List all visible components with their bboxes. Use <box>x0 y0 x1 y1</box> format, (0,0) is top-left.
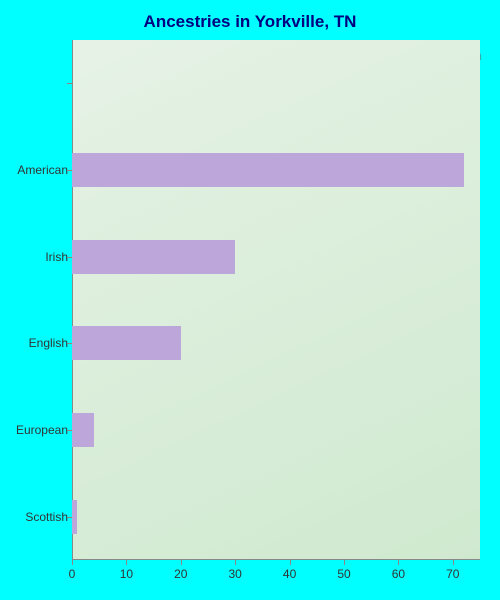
page-background: Ancestries in Yorkville, TN City-Data.co… <box>0 0 500 600</box>
y-axis-label: European <box>8 413 68 447</box>
y-axis-label: Scottish <box>8 500 68 534</box>
y-axis-label: English <box>8 326 68 360</box>
x-axis-label: 40 <box>278 567 302 581</box>
x-axis-label: 60 <box>386 567 410 581</box>
x-tick <box>398 560 399 565</box>
x-axis-label: 50 <box>332 567 356 581</box>
x-tick <box>181 560 182 565</box>
bar <box>72 240 235 274</box>
x-tick <box>453 560 454 565</box>
x-tick <box>235 560 236 565</box>
y-axis-label: Irish <box>8 240 68 274</box>
x-tick <box>344 560 345 565</box>
x-tick <box>72 560 73 565</box>
x-tick <box>126 560 127 565</box>
x-axis-label: 70 <box>441 567 465 581</box>
bar <box>72 413 94 447</box>
x-axis-label: 10 <box>114 567 138 581</box>
bar <box>72 153 464 187</box>
y-tick <box>67 83 72 84</box>
x-axis-label: 20 <box>169 567 193 581</box>
x-axis-label: 30 <box>223 567 247 581</box>
chart-plot-area <box>72 40 480 560</box>
chart-title: Ancestries in Yorkville, TN <box>0 12 500 32</box>
x-tick <box>290 560 291 565</box>
y-axis-label: American <box>8 153 68 187</box>
bar <box>72 500 77 534</box>
x-axis-label: 0 <box>60 567 84 581</box>
bar <box>72 326 181 360</box>
